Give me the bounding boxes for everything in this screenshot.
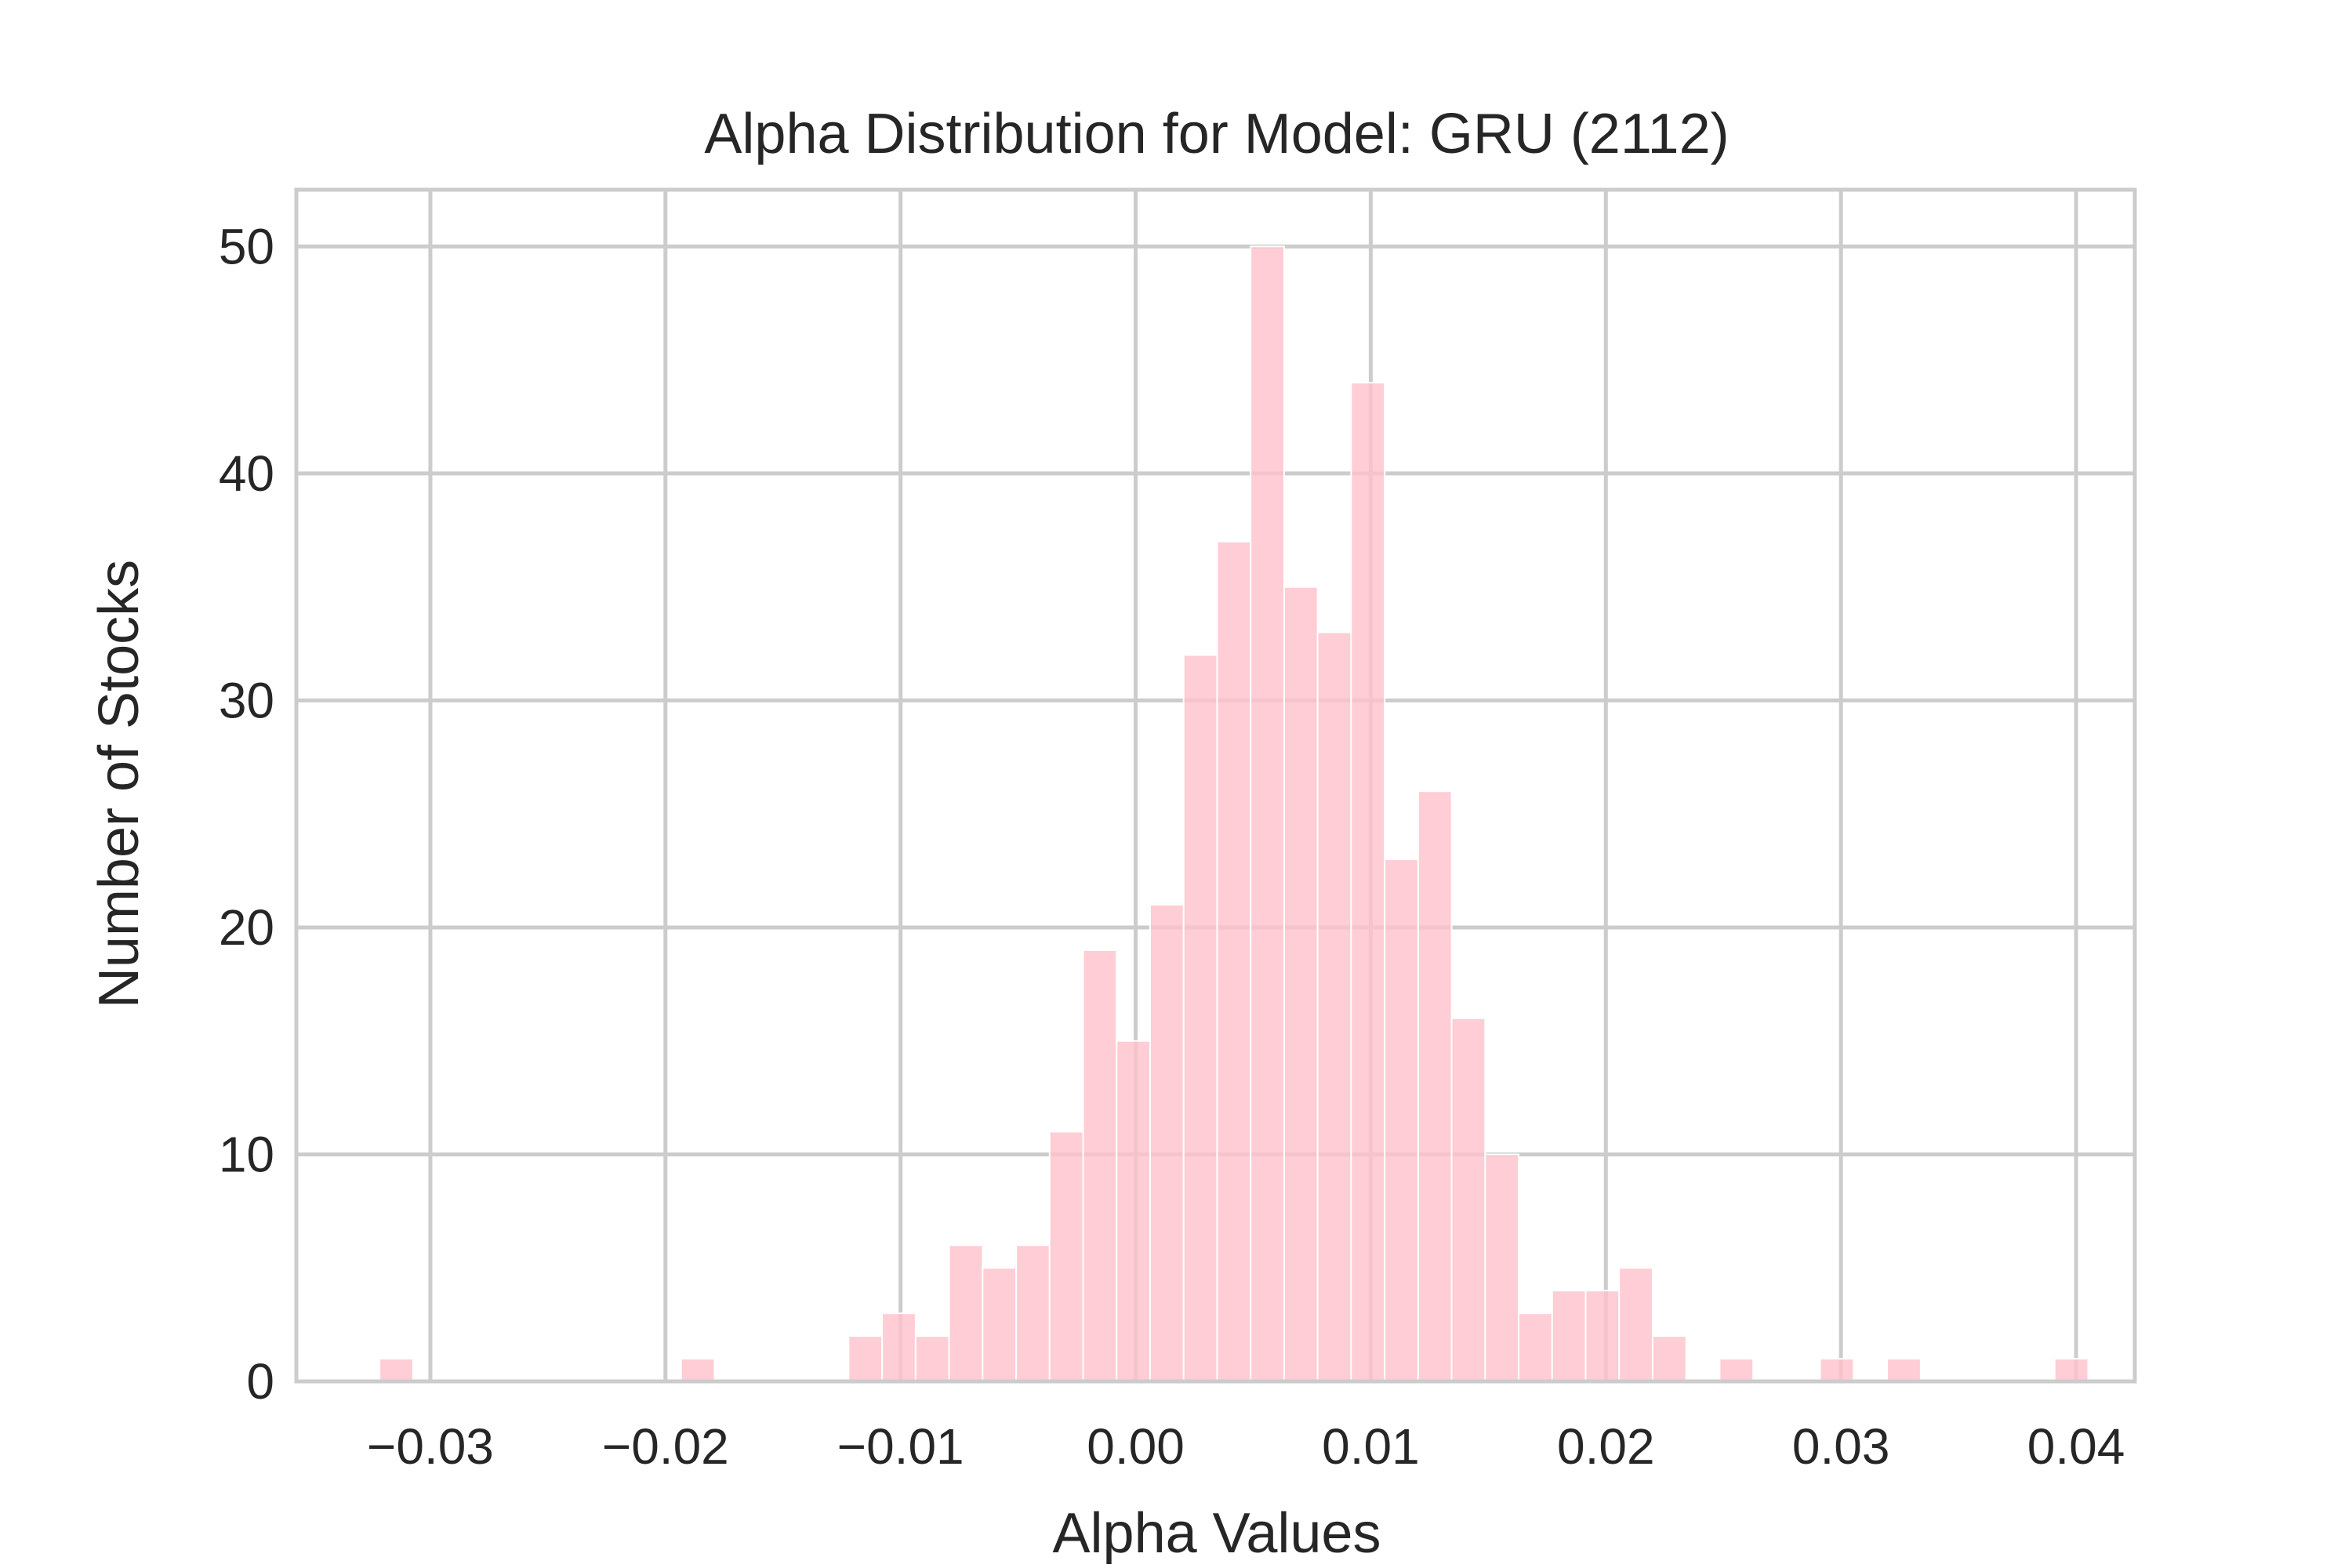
histogram-bar [1048, 1131, 1084, 1382]
chart-title: Alpha Distribution for Model: GRU (2112) [704, 103, 1729, 165]
histogram-bar [1182, 654, 1218, 1382]
y-tick-labels: 0 10 20 30 40 50 [219, 218, 274, 1410]
histogram-bar [1216, 540, 1252, 1382]
histogram-bar [848, 1335, 884, 1382]
histogram-bar [1719, 1358, 1755, 1382]
histogram-bar [1149, 904, 1185, 1382]
x-tick-label: −0.03 [367, 1418, 494, 1475]
x-tick-label: 0.04 [2027, 1418, 2125, 1475]
x-tick-label: −0.01 [837, 1418, 964, 1475]
histogram-bar [1551, 1290, 1587, 1382]
bars [379, 245, 2089, 1383]
histogram-bar [1417, 790, 1453, 1382]
x-tick-label: 0.03 [1792, 1418, 1890, 1475]
x-tick-label: −0.02 [602, 1418, 729, 1475]
histogram-bar [1819, 1358, 1855, 1382]
histogram-bar [1518, 1312, 1553, 1382]
histogram-bar [1618, 1267, 1653, 1382]
histogram-bar [1484, 1153, 1520, 1382]
histogram-bar [914, 1335, 950, 1382]
x-tick-label: 0.02 [1557, 1418, 1655, 1475]
histogram-bar [1584, 1290, 1621, 1382]
histogram-bar [1283, 586, 1319, 1382]
histogram-bar [1316, 631, 1352, 1382]
y-tick-label: 40 [219, 445, 274, 502]
y-tick-label: 20 [219, 899, 274, 956]
histogram-bar [881, 1312, 916, 1382]
histogram-bar [1450, 1017, 1486, 1383]
x-axis-title: Alpha Values [1053, 1502, 1381, 1565]
histogram-bar [1015, 1244, 1051, 1383]
histogram-bar [1886, 1358, 1922, 1382]
histogram-bar [1250, 245, 1285, 1382]
histogram-bar [1651, 1335, 1687, 1382]
x-tick-labels: −0.03 −0.02 −0.01 0.00 0.01 0.02 0.03 0.04 [367, 1418, 2125, 1475]
histogram-bar [680, 1358, 716, 1382]
histogram-bar [982, 1267, 1018, 1382]
histogram-bar [1384, 858, 1419, 1382]
histogram-bar [2053, 1358, 2089, 1382]
y-axis-title: Number of Stocks [88, 560, 151, 1008]
histogram-bar [1082, 949, 1118, 1382]
histogram-bar [1116, 1040, 1151, 1382]
y-tick-label: 50 [219, 218, 274, 274]
histogram-bar [379, 1358, 414, 1382]
y-tick-label: 30 [219, 672, 274, 728]
histogram-bar [948, 1244, 984, 1383]
x-tick-label: 0.01 [1322, 1418, 1420, 1475]
histogram-bar [1350, 382, 1386, 1383]
plot-frame [294, 187, 2137, 1384]
y-tick-label: 0 [246, 1353, 274, 1410]
x-tick-label: 0.00 [1087, 1418, 1185, 1475]
y-tick-label: 10 [219, 1126, 274, 1182]
